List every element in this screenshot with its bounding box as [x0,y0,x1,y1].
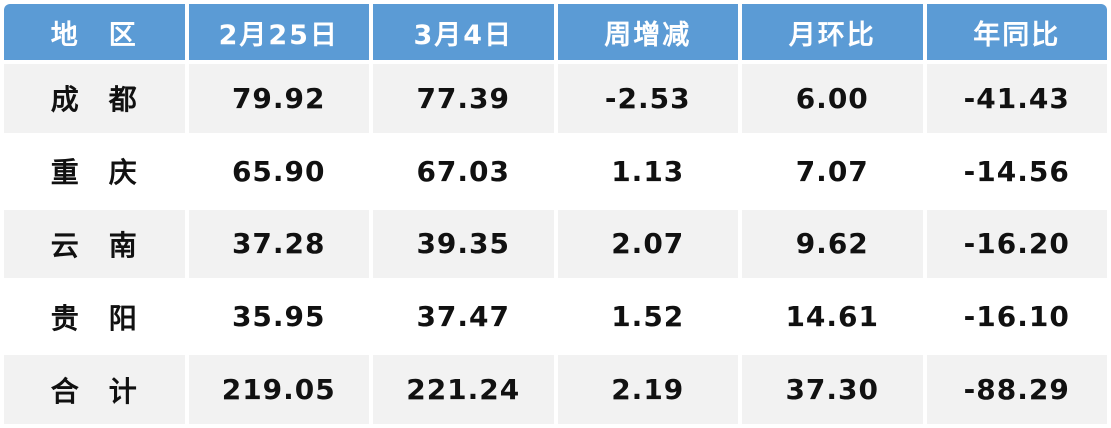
value-cell: 2.19 [557,355,738,424]
header-cell-region: 地 区 [4,4,185,60]
value-cell: -16.20 [926,209,1107,279]
region-cell: 云 南 [4,209,185,279]
value-cell: 35.95 [188,282,369,352]
value-cell: 77.39 [373,64,554,133]
value-cell: 65.90 [188,136,369,206]
header-cell-week-change: 周增减 [557,4,738,60]
value-cell: 67.03 [373,136,554,206]
value-cell: 1.52 [557,282,738,352]
value-cell: 219.05 [188,355,369,424]
value-cell: 7.07 [742,136,923,206]
value-cell: 9.62 [742,209,923,279]
value-cell: 221.24 [373,355,554,424]
table-row-yunnan: 云 南 37.28 39.35 2.07 9.62 -16.20 [4,209,1107,279]
region-cell: 成 都 [4,64,185,133]
header-cell-date-feb25: 2月25日 [188,4,369,60]
region-cell: 重 庆 [4,136,185,206]
value-cell: -88.29 [926,355,1107,424]
table-row-chengdu: 成 都 79.92 77.39 -2.53 6.00 -41.43 [4,64,1107,133]
value-cell: 14.61 [742,282,923,352]
table-row-total: 合 计 219.05 221.24 2.19 37.30 -88.29 [4,355,1107,424]
value-cell: 39.35 [373,209,554,279]
header-cell-year-ratio: 年同比 [926,4,1107,60]
header-cell-date-mar4: 3月4日 [373,4,554,60]
value-cell: -14.56 [926,136,1107,206]
value-cell: 79.92 [188,64,369,133]
region-cell: 贵 阳 [4,282,185,352]
header-row: 地 区 2月25日 3月4日 周增减 月环比 年同比 [4,4,1107,60]
value-cell: 37.28 [188,209,369,279]
value-cell: -41.43 [926,64,1107,133]
value-cell: 2.07 [557,209,738,279]
region-cell: 合 计 [4,355,185,424]
value-cell: -16.10 [926,282,1107,352]
header-cell-month-ratio: 月环比 [742,4,923,60]
value-cell: 1.13 [557,136,738,206]
value-cell: -2.53 [557,64,738,133]
table-row-guiyang: 贵 阳 35.95 37.47 1.52 14.61 -16.10 [4,282,1107,352]
value-cell: 37.47 [373,282,554,352]
value-cell: 37.30 [742,355,923,424]
value-cell: 6.00 [742,64,923,133]
table-row-chongqing: 重 庆 65.90 67.03 1.13 7.07 -14.56 [4,136,1107,206]
